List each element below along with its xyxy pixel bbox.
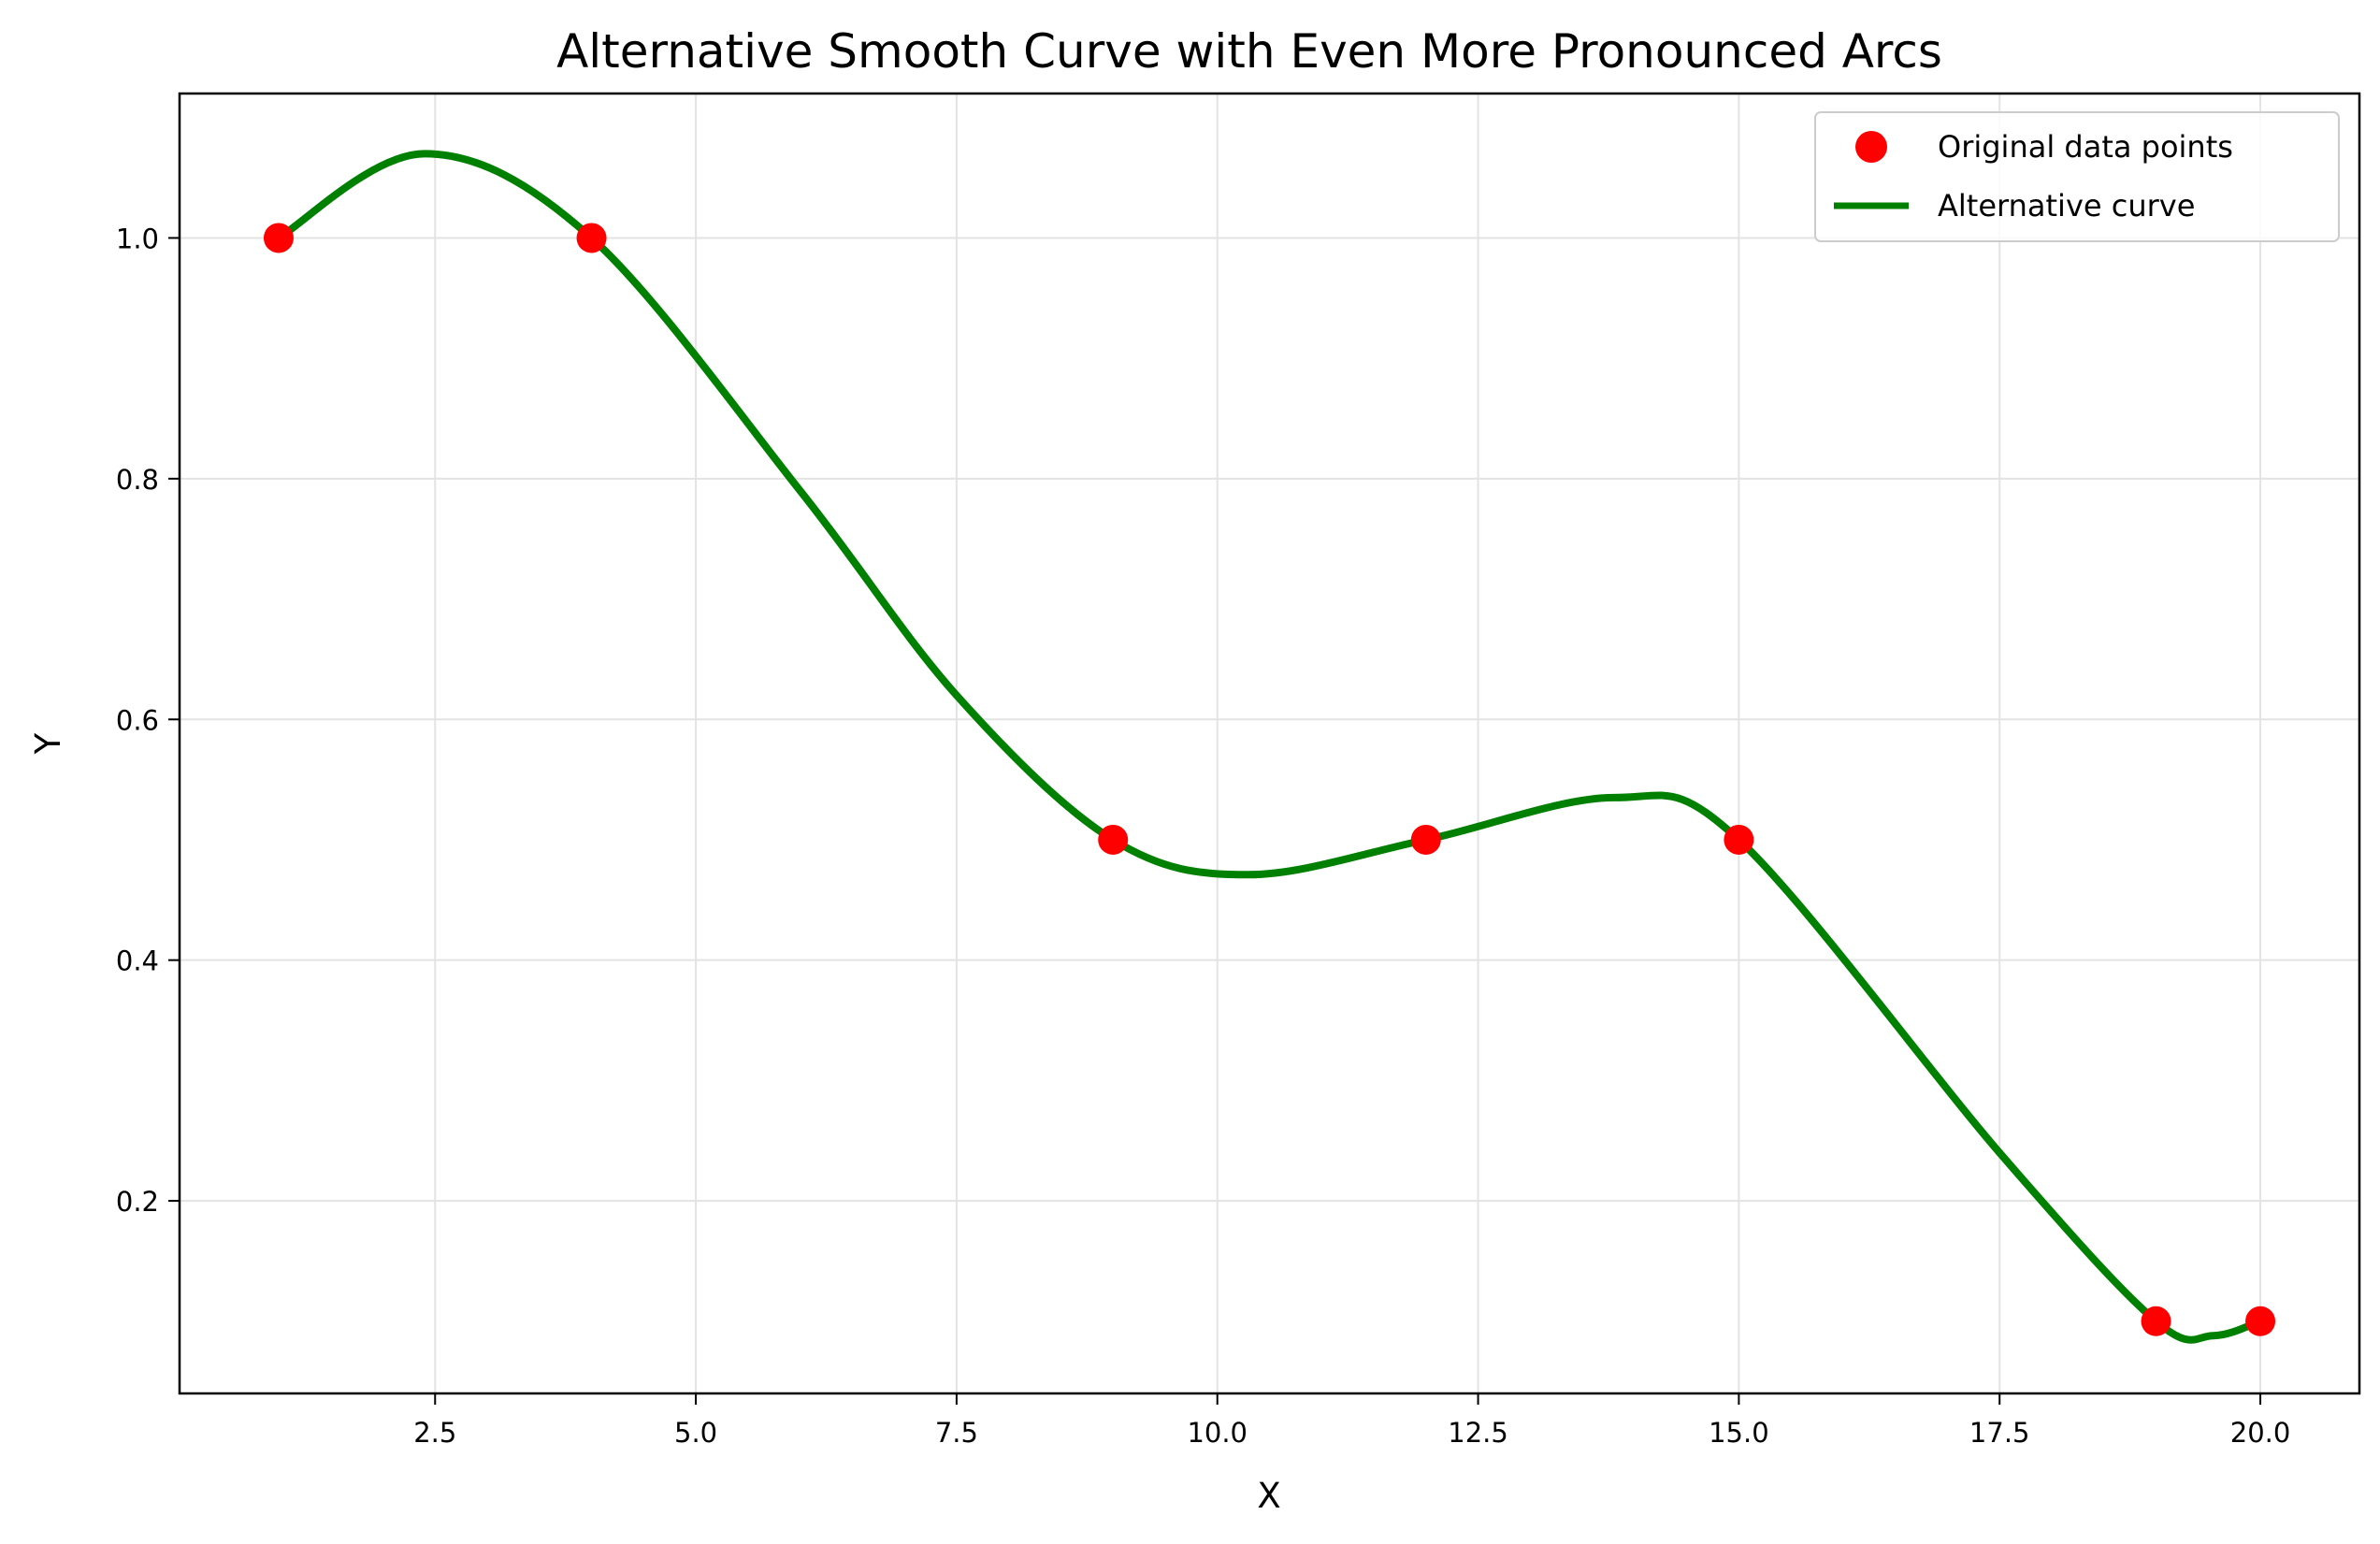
series-line-alternative-curve <box>275 150 2264 1344</box>
x-tick-label: 17.5 <box>1969 1417 2030 1449</box>
y-axis-title: Y <box>28 732 68 755</box>
x-tick-label: 20.0 <box>2230 1417 2291 1449</box>
x-tick-label: 15.0 <box>1709 1417 1769 1449</box>
legend-marker-original <box>1855 131 1887 163</box>
data-point <box>1098 824 1129 855</box>
y-tick-label: 0.8 <box>116 464 159 496</box>
x-tick-label: 5.0 <box>674 1417 717 1449</box>
x-tick-label: 7.5 <box>935 1417 978 1449</box>
plot-area <box>263 150 2276 1344</box>
x-tick-label: 10.0 <box>1187 1417 1248 1449</box>
y-axis: 0.2 0.4 0.6 0.8 1.0 <box>116 223 180 1218</box>
x-tick-label: 2.5 <box>413 1417 456 1449</box>
data-point <box>2245 1306 2276 1336</box>
grid <box>180 94 2359 1393</box>
data-point <box>576 223 607 253</box>
data-point <box>2141 1306 2171 1336</box>
data-point <box>1724 824 1754 855</box>
plot-frame <box>178 92 2361 1395</box>
y-tick-label: 0.6 <box>116 704 159 736</box>
y-tick-label: 1.0 <box>116 223 159 254</box>
y-tick-label: 0.2 <box>116 1186 159 1218</box>
legend-label-alternative: Alternative curve <box>1938 188 2195 224</box>
x-tick-label: 12.5 <box>1448 1417 1508 1449</box>
chart-title: Alternative Smooth Curve with Even More … <box>556 24 1942 79</box>
legend-label-original: Original data points <box>1938 129 2233 165</box>
x-axis-title: X <box>1257 1476 1280 1516</box>
y-tick-label: 0.4 <box>116 945 159 977</box>
legend-box <box>1814 111 2340 242</box>
data-point <box>263 223 294 253</box>
x-axis: 2.5 5.0 7.5 10.0 12.5 15.0 17.5 20.0 <box>413 1393 2290 1449</box>
legend: Original data points Alternative curve <box>1814 111 2340 242</box>
data-point <box>1410 824 1441 855</box>
